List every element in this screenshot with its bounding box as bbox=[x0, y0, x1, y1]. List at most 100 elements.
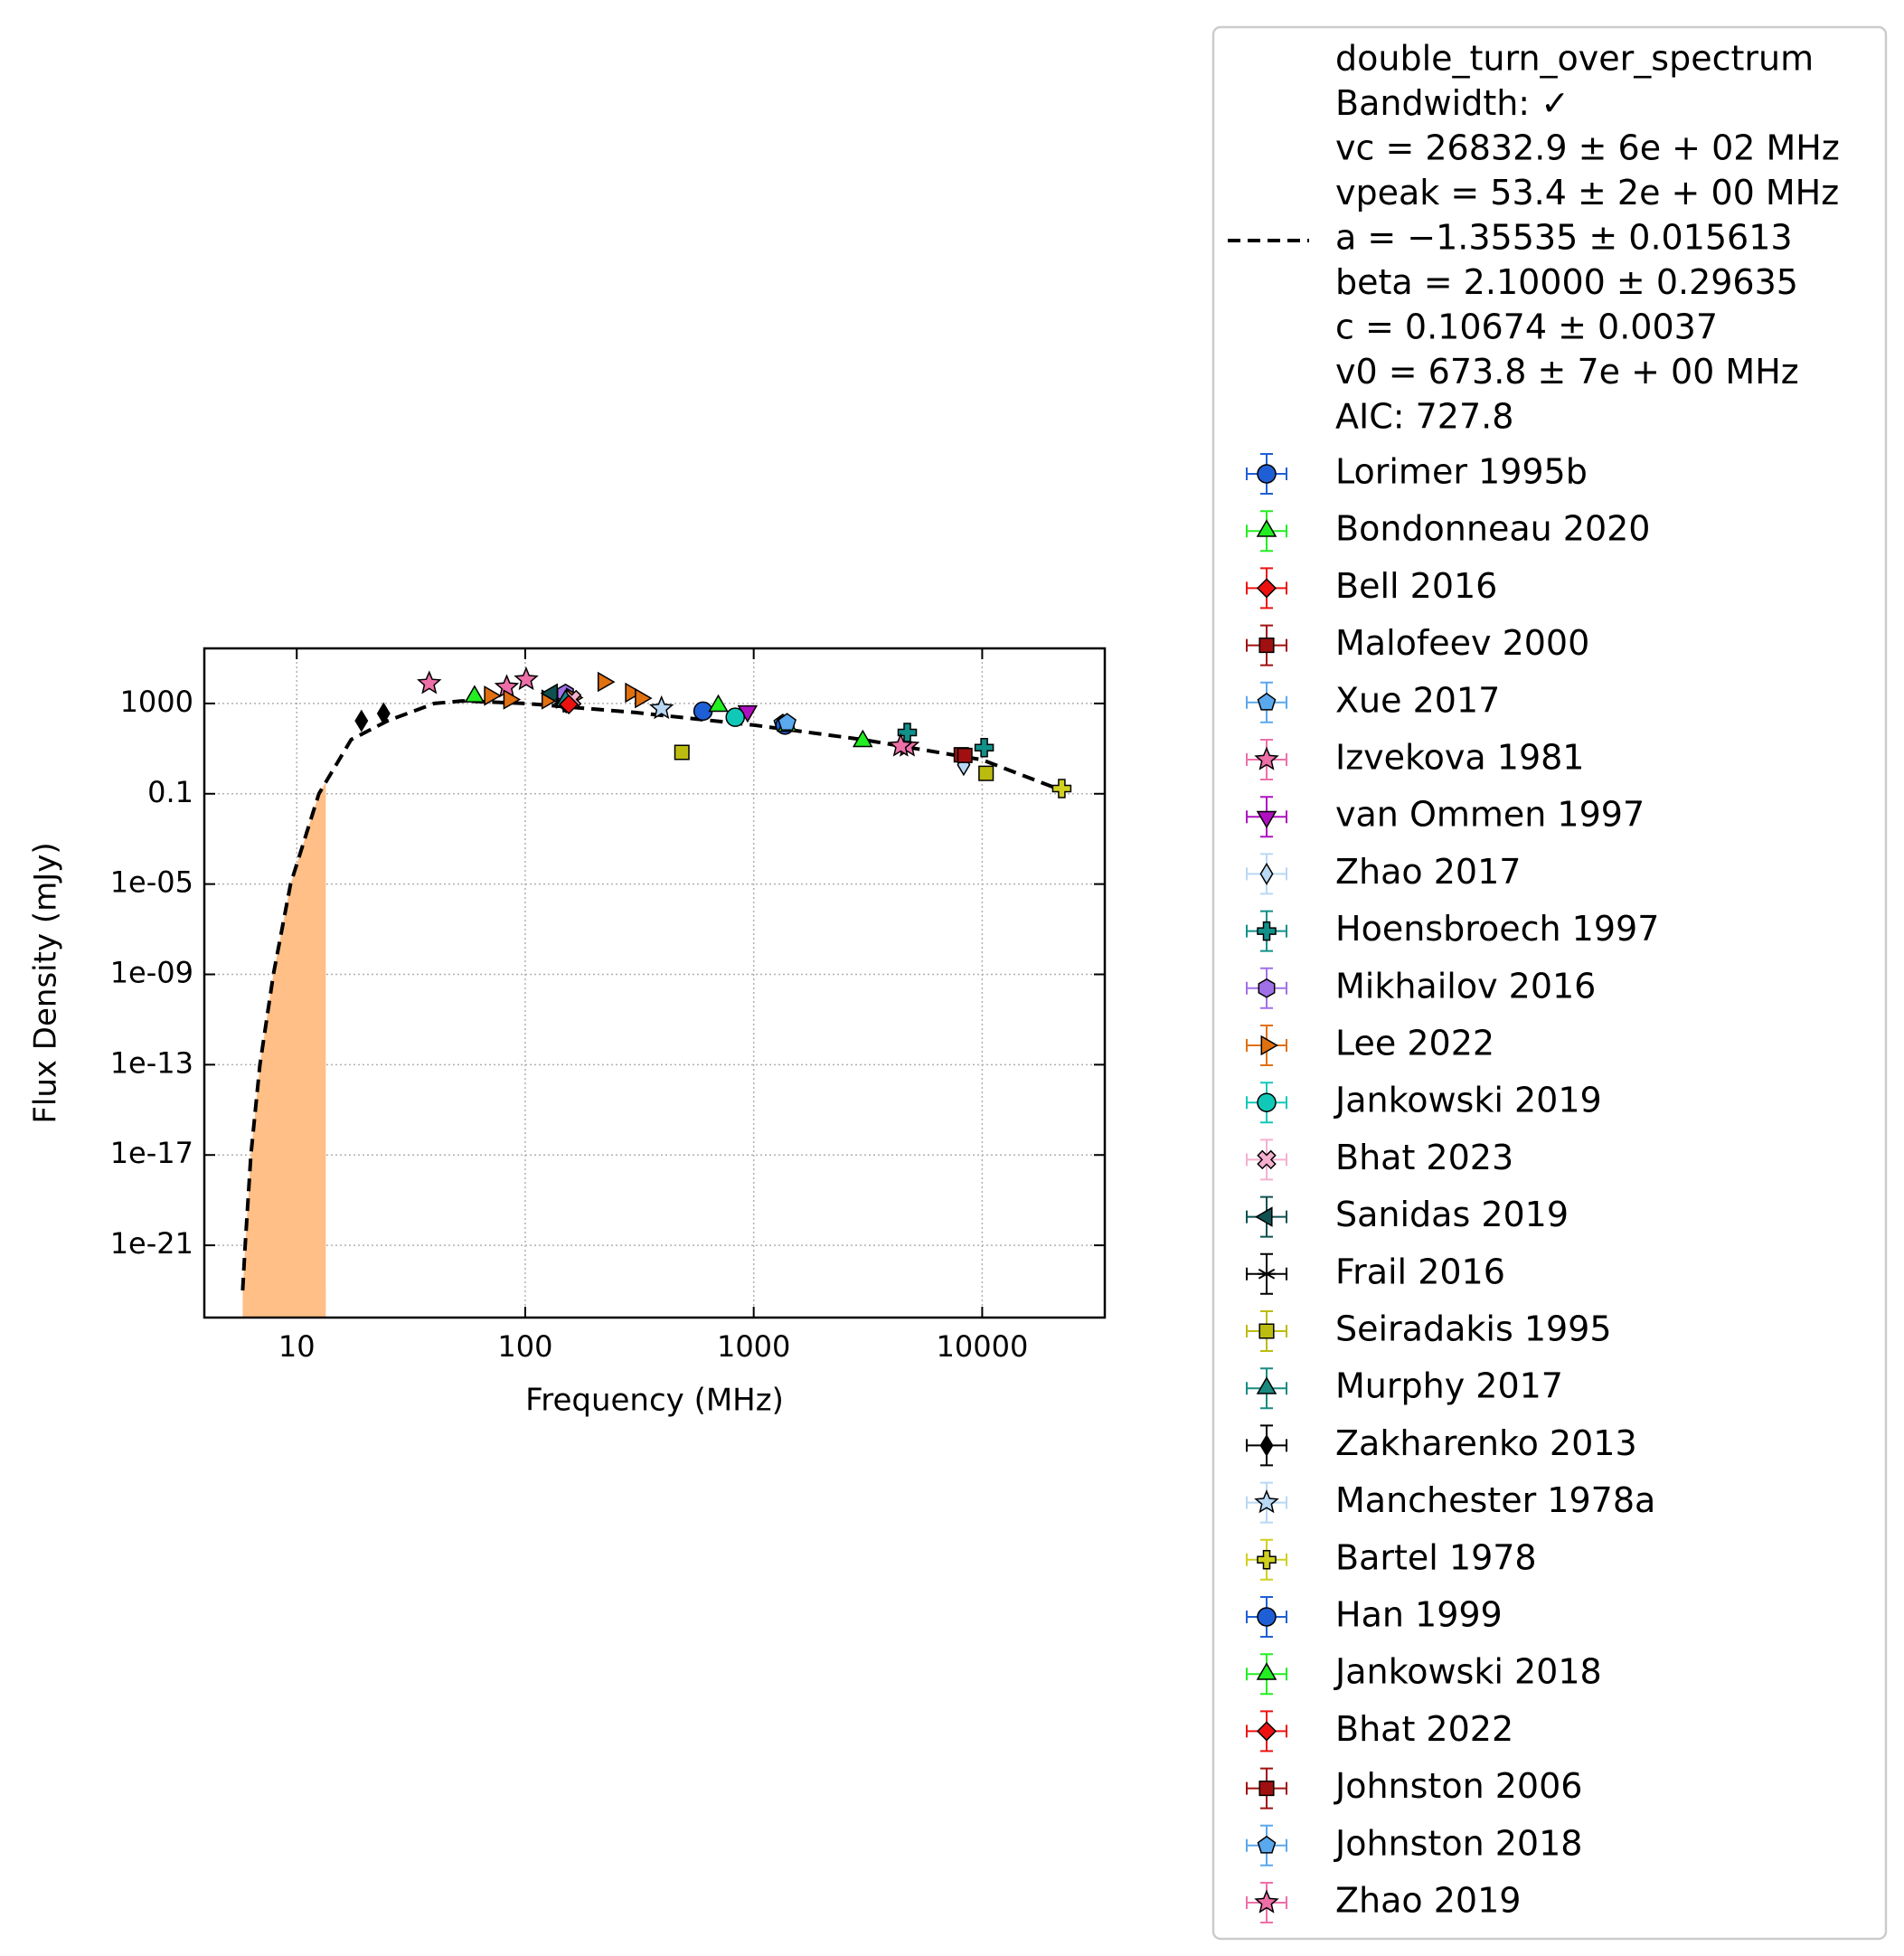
legend-marker bbox=[1256, 1721, 1277, 1742]
legend-fit-text: beta = 2.10000 ± 0.29635 bbox=[1335, 262, 1798, 302]
data-point bbox=[503, 689, 522, 710]
legend-marker bbox=[1258, 1264, 1276, 1283]
data-point bbox=[708, 694, 729, 713]
legend-label: Murphy 2017 bbox=[1335, 1366, 1563, 1406]
legend-marker bbox=[1259, 1433, 1274, 1457]
legend-label: Bell 2016 bbox=[1335, 566, 1497, 606]
x-axis-label: Frequency (MHz) bbox=[525, 1383, 784, 1419]
data-point bbox=[597, 671, 616, 693]
x-tick-label: 1000 bbox=[717, 1329, 790, 1364]
data-point bbox=[354, 709, 369, 732]
data-point bbox=[957, 747, 973, 763]
plot-area bbox=[204, 648, 1105, 1318]
legend-label: Zhao 2017 bbox=[1335, 852, 1521, 892]
data-point bbox=[897, 723, 918, 742]
legend-label: Malofeev 2000 bbox=[1335, 623, 1589, 663]
legend-fit-text: c = 0.10674 ± 0.0037 bbox=[1335, 307, 1718, 347]
data-point bbox=[852, 729, 873, 748]
data-point bbox=[974, 738, 994, 758]
legend-marker bbox=[1258, 978, 1276, 998]
legend-label: Lee 2022 bbox=[1335, 1024, 1494, 1063]
legend-label: Zhao 2019 bbox=[1335, 1881, 1521, 1921]
legend-marker bbox=[1257, 921, 1277, 941]
data-point bbox=[888, 732, 914, 757]
legend-marker bbox=[1257, 1550, 1277, 1570]
data-point bbox=[674, 744, 690, 761]
y-tick-label: 1000 bbox=[120, 685, 193, 719]
data-point bbox=[625, 682, 643, 704]
legend-marker bbox=[1257, 1149, 1277, 1170]
legend-marker bbox=[1257, 464, 1277, 484]
legend-fit-text: vpeak = 53.4 ± 2e + 00 MHz bbox=[1335, 173, 1839, 213]
legend-label: Manchester 1978a bbox=[1335, 1480, 1655, 1520]
legend-label: Bartel 1978 bbox=[1335, 1537, 1537, 1577]
legend-label: Jankowski 2019 bbox=[1334, 1081, 1602, 1120]
legend-label: Xue 2017 bbox=[1335, 680, 1500, 720]
legend-label: Frail 2016 bbox=[1335, 1252, 1505, 1291]
legend-marker bbox=[1256, 1376, 1277, 1394]
legend-marker bbox=[1254, 1489, 1279, 1514]
legend-label: Lorimer 1995b bbox=[1335, 452, 1588, 492]
data-point bbox=[559, 694, 580, 715]
legend-label: Hoensbroech 1997 bbox=[1335, 909, 1659, 949]
legend-fit-text: v0 = 673.8 ± 7e + 00 MHz bbox=[1335, 352, 1799, 392]
legend-marker bbox=[1258, 1781, 1275, 1797]
legend-label: Johnston 2006 bbox=[1334, 1766, 1582, 1806]
legend-fit-text: AIC: 727.8 bbox=[1335, 397, 1513, 437]
data-point bbox=[648, 695, 674, 720]
legend-fit-text: a = −1.35535 ± 0.015613 bbox=[1335, 218, 1793, 258]
x-tick-label: 10000 bbox=[937, 1329, 1029, 1364]
legend-marker bbox=[1257, 1092, 1277, 1112]
legend-label: Bondonneau 2020 bbox=[1335, 509, 1650, 549]
legend-label: Zakharenko 2013 bbox=[1335, 1423, 1637, 1463]
legend-label: Johnston 2018 bbox=[1334, 1823, 1582, 1863]
legend-marker bbox=[1257, 692, 1277, 711]
x-tick-label: 10 bbox=[278, 1329, 316, 1364]
legend-label: Jankowski 2018 bbox=[1334, 1652, 1602, 1692]
legend-label: Bhat 2023 bbox=[1335, 1138, 1513, 1177]
legend-marker bbox=[1256, 810, 1277, 829]
legend-marker bbox=[1257, 1607, 1277, 1627]
legend-marker bbox=[1258, 638, 1275, 654]
y-tick-label: 1e-09 bbox=[110, 955, 193, 989]
y-tick-label: 1e-13 bbox=[110, 1045, 193, 1080]
data-point bbox=[778, 713, 796, 732]
bandwidth-shade bbox=[242, 781, 326, 1318]
legend-label: Sanidas 2019 bbox=[1335, 1195, 1569, 1234]
data-point bbox=[635, 687, 653, 709]
legend-marker bbox=[1256, 1662, 1277, 1680]
legend-box bbox=[1211, 25, 1888, 1941]
legend-label: Han 1999 bbox=[1335, 1595, 1503, 1635]
data-point bbox=[484, 685, 502, 706]
data-point bbox=[1051, 779, 1072, 798]
axes-frame bbox=[203, 647, 1107, 1319]
data-point bbox=[540, 683, 559, 704]
legend-fit-text: double_turn_over_spectrum bbox=[1335, 39, 1814, 79]
legend-fit-text: Bandwidth: ✓ bbox=[1335, 83, 1569, 123]
legend-label: Seiradakis 1995 bbox=[1335, 1309, 1612, 1349]
legend-label: van Ommen 1997 bbox=[1335, 795, 1645, 835]
data-point bbox=[376, 702, 391, 725]
legend-marker bbox=[1254, 746, 1279, 770]
y-axis-label: Flux Density (mJy) bbox=[28, 842, 64, 1123]
legend-marker bbox=[1256, 519, 1277, 537]
data-point bbox=[464, 685, 485, 703]
data-point bbox=[725, 707, 745, 727]
data-point bbox=[514, 666, 539, 691]
legend-marker bbox=[1254, 1889, 1279, 1913]
legend-label: Izvekova 1981 bbox=[1335, 738, 1584, 778]
legend-marker bbox=[1255, 1206, 1273, 1227]
legend-marker bbox=[1256, 578, 1277, 599]
data-point bbox=[978, 765, 994, 781]
legend-label: Bhat 2022 bbox=[1335, 1709, 1513, 1749]
legend-fit-text: vc = 26832.9 ± 6e + 02 MHz bbox=[1335, 128, 1840, 168]
legend-marker bbox=[1260, 1035, 1278, 1056]
legend-marker bbox=[1259, 862, 1274, 885]
y-tick-label: 0.1 bbox=[147, 775, 193, 809]
y-tick-label: 1e-05 bbox=[110, 865, 193, 900]
x-tick-label: 100 bbox=[497, 1329, 552, 1364]
y-tick-label: 1e-21 bbox=[110, 1226, 193, 1261]
y-tick-label: 1e-17 bbox=[110, 1136, 193, 1170]
